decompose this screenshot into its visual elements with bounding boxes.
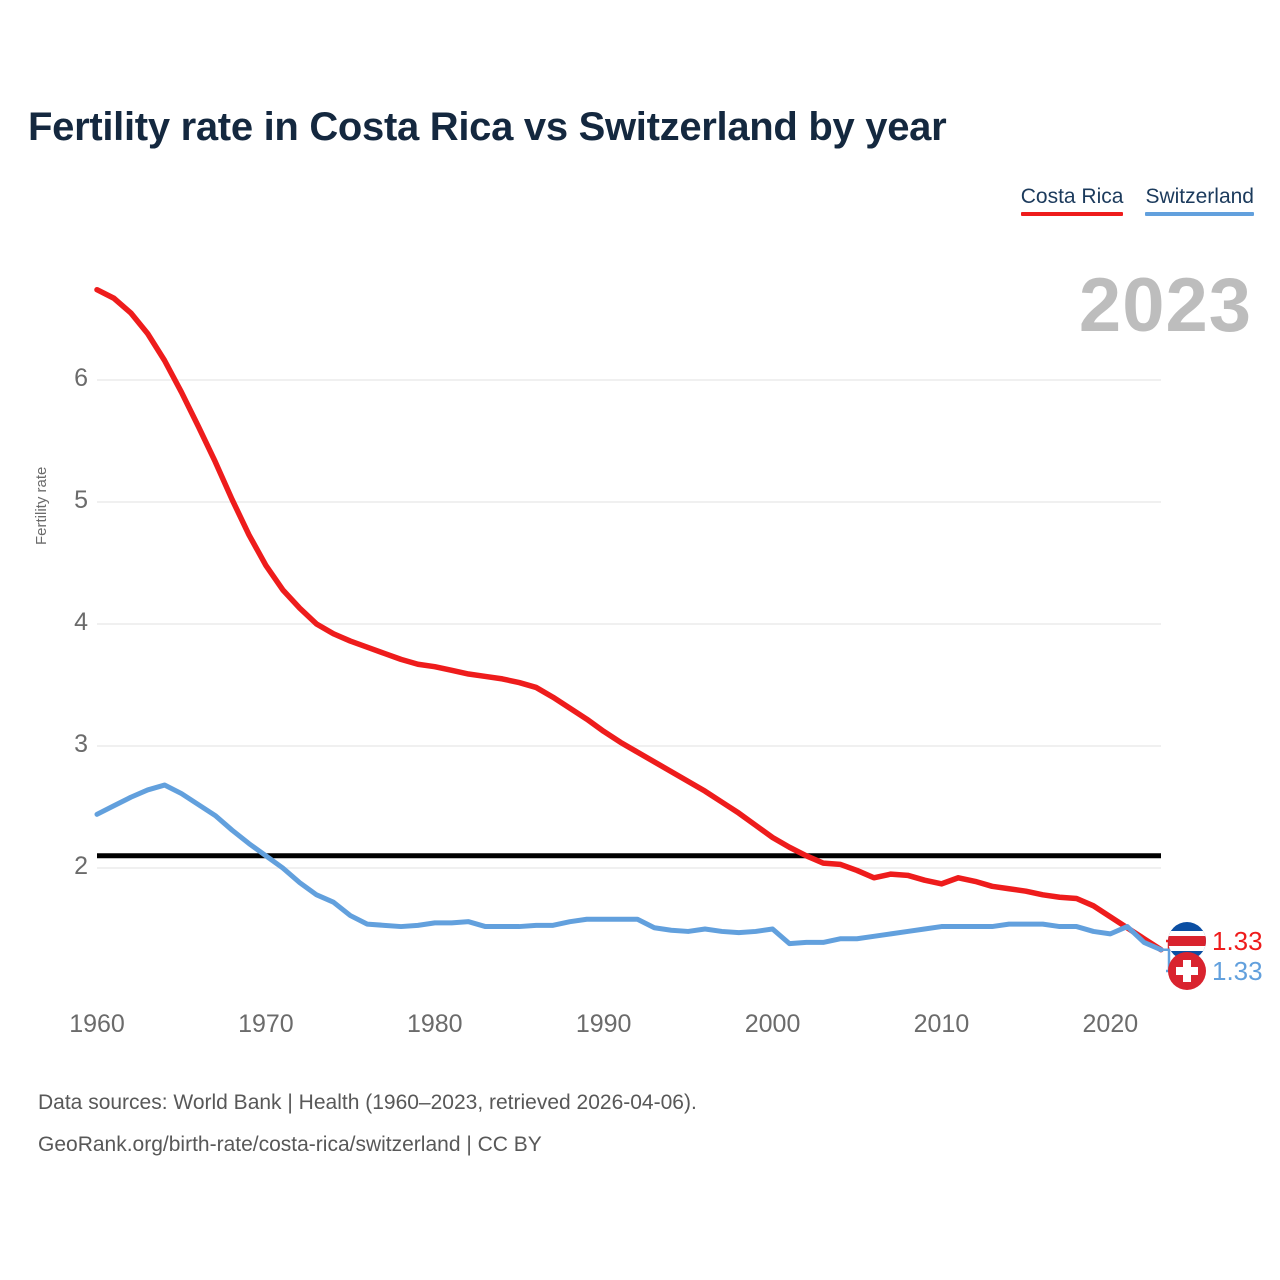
end-value-costa-rica: 1.33 xyxy=(1212,925,1263,956)
end-value-switzerland: 1.33 xyxy=(1212,955,1263,986)
footer: Data sources: World Bank | Health (1960–… xyxy=(38,1082,697,1166)
legend-label-switzerland: Switzerland xyxy=(1145,185,1254,208)
legend-item-switzerland[interactable]: Switzerland xyxy=(1145,184,1254,216)
end-label-switzerland: 1.33 xyxy=(1168,952,1263,990)
end-label-costa-rica: 1.33 xyxy=(1168,922,1263,960)
x-tick-2000: 2000 xyxy=(744,1010,801,1038)
y-axis-title: Fertility rate xyxy=(33,466,50,545)
switzerland-flag-icon xyxy=(1168,952,1206,990)
y-tick-6: 6 xyxy=(74,364,88,392)
y-tick-5: 5 xyxy=(74,486,88,514)
legend-color-rule-costa-rica xyxy=(1020,212,1124,216)
series-line-switzerland xyxy=(94,782,1164,953)
legend-label-costa-rica: Costa Rica xyxy=(1020,185,1124,208)
x-tick-1960: 1960 xyxy=(69,1010,125,1038)
footer-line-1: Data sources: World Bank | Health (1960–… xyxy=(38,1091,697,1114)
legend-color-rule-switzerland xyxy=(1145,212,1254,216)
year-badge: 2023 xyxy=(1078,263,1252,348)
legend-item-costa-rica[interactable]: Costa Rica xyxy=(1020,184,1124,216)
y-tick-3: 3 xyxy=(74,730,88,758)
x-tick-1980: 1980 xyxy=(406,1010,463,1038)
footer-line-2: GeoRank.org/birth-rate/costa-rica/switze… xyxy=(38,1133,542,1156)
x-tick-2020: 2020 xyxy=(1082,1010,1139,1038)
page-title: Fertility rate in Costa Rica vs Switzerl… xyxy=(28,105,947,149)
series-line-costa-rica xyxy=(94,286,1164,953)
x-tick-1990: 1990 xyxy=(575,1010,632,1038)
gridlines xyxy=(97,379,1161,869)
y-tick-2: 2 xyxy=(74,852,88,880)
x-tick-1970: 1970 xyxy=(238,1010,294,1038)
legend: Costa Rica Switzerland xyxy=(1020,184,1254,216)
x-tick-2010: 2010 xyxy=(913,1010,970,1038)
y-tick-4: 4 xyxy=(74,608,88,636)
